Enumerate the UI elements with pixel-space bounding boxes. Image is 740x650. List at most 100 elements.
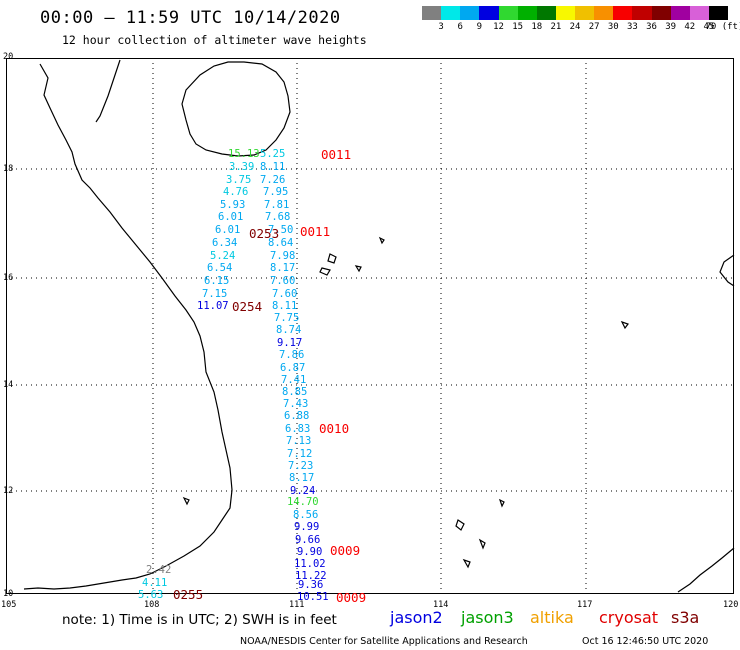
footer-note: note: 1) Time is in UTC; 2) SWH is in fe… bbox=[62, 612, 337, 628]
pass-time-label: 0011 bbox=[321, 147, 352, 162]
wave-height-value: 3.39 bbox=[229, 161, 255, 173]
color-scale-label: 33 bbox=[626, 22, 638, 32]
color-swatch bbox=[422, 6, 442, 20]
color-swatch bbox=[555, 6, 575, 20]
wave-height-value: 6.88 bbox=[284, 410, 310, 422]
pass-time-label: 0253 bbox=[249, 226, 280, 241]
color-scale-label: 39 bbox=[665, 22, 677, 32]
longitude-label: 108 bbox=[144, 600, 160, 610]
vietnam-coast bbox=[23, 63, 233, 590]
wave-height-value: 6.34 bbox=[212, 237, 238, 249]
wave-height-value: 5.63 bbox=[138, 589, 164, 601]
wave-height-value: 9.17 bbox=[277, 337, 303, 349]
wave-height-value: 7.15 bbox=[202, 288, 228, 300]
wave-height-value: 7.86 bbox=[279, 349, 305, 361]
wave-height-value: 7.50 bbox=[268, 224, 294, 236]
color-scale-label: 70 (ft) bbox=[705, 22, 740, 32]
wave-height-value: 9.99 bbox=[294, 521, 320, 533]
longitude-label: 114 bbox=[433, 600, 449, 610]
reef-island-9 bbox=[498, 498, 505, 508]
wave-height-value: 7.43 bbox=[283, 398, 309, 410]
color-swatch bbox=[536, 6, 556, 20]
longitude-label: 117 bbox=[577, 600, 593, 610]
pass-time-label: 0255 bbox=[173, 587, 204, 602]
wave-height-value: 4.11 bbox=[142, 577, 168, 589]
coastline bbox=[23, 59, 735, 593]
color-scale-label: 27 bbox=[588, 22, 600, 32]
color-scale-label: 18 bbox=[531, 22, 543, 32]
longitude-label: 105 bbox=[1, 600, 17, 610]
wave-height-value: 7.41 bbox=[281, 374, 307, 386]
reef-island-6 bbox=[455, 519, 465, 531]
pass-time-label: 0011 bbox=[300, 224, 331, 239]
wave-height-value: 7.12 bbox=[287, 448, 313, 460]
color-scale-labels: 3 6 9 12 15 18 21 24 27 30 33 36 39 42 45 70 (ft) bbox=[422, 22, 740, 34]
color-scale-label: 12 bbox=[493, 22, 504, 32]
wave-height-value: 7.60 bbox=[272, 288, 298, 300]
latitude-label: 12 bbox=[3, 486, 14, 496]
color-swatch bbox=[498, 6, 518, 20]
pass-time-label: 0009 bbox=[336, 590, 367, 605]
color-scale-label: 15 bbox=[512, 22, 524, 32]
latitude-label: 20 bbox=[3, 52, 14, 62]
color-swatch bbox=[613, 6, 633, 20]
palawan-coast bbox=[677, 547, 735, 593]
color-scale-label: 24 bbox=[569, 22, 581, 32]
color-swatch bbox=[594, 6, 614, 20]
reef-island-10 bbox=[182, 496, 190, 506]
latitude-label: 10 bbox=[3, 589, 14, 599]
footer-credit: NOAA/NESDIS Center for Satellite Applica… bbox=[240, 636, 528, 647]
legend-item-altika: altika bbox=[530, 608, 574, 627]
wave-height-value: 9.24 bbox=[290, 485, 316, 497]
longitude-label: 111 bbox=[289, 600, 305, 610]
color-scale-label: 42 bbox=[684, 22, 696, 32]
legend-item-cryosat: cryosat bbox=[599, 608, 659, 627]
color-scale-label: 36 bbox=[646, 22, 657, 32]
reef-island-2 bbox=[319, 267, 331, 276]
wave-height-value: 8.11 bbox=[272, 300, 298, 312]
wave-height-value: 7.98 bbox=[270, 250, 296, 262]
reef-island-1 bbox=[327, 253, 337, 264]
wave-height-value: 9.90 bbox=[297, 546, 323, 558]
wave-height-value: 6.15 bbox=[204, 275, 230, 287]
wave-height-value: 10.51 bbox=[297, 591, 329, 603]
wave-height-value: 11.07 bbox=[197, 300, 229, 312]
legend-item-jason3: jason3 bbox=[461, 608, 514, 627]
chart-title: 00:00 – 11:59 UTC 10/14/2020 bbox=[40, 8, 341, 28]
wave-height-value: 15.13 bbox=[228, 148, 260, 160]
color-scale-label: 45 bbox=[703, 22, 715, 32]
color-scale-label: 9 bbox=[476, 22, 483, 32]
wave-height-value: 5.25 bbox=[260, 148, 286, 160]
wave-height-value: 14.70 bbox=[287, 496, 319, 508]
wave-height-value: 7.60 bbox=[270, 275, 296, 287]
wave-height-value: 8.17 bbox=[289, 472, 315, 484]
wave-height-value: 5.93 bbox=[220, 199, 246, 211]
wave-height-value: 7.23 bbox=[288, 460, 314, 472]
reef-island-7 bbox=[478, 538, 486, 550]
color-scale-bar bbox=[422, 6, 728, 20]
footer-timestamp: Oct 16 12:46:50 UTC 2020 bbox=[582, 636, 709, 647]
wave-height-value: 8.11 bbox=[260, 161, 286, 173]
reef-island-3 bbox=[354, 265, 362, 273]
color-swatch bbox=[670, 6, 690, 20]
color-swatch bbox=[575, 6, 595, 20]
latitude-label: 16 bbox=[3, 273, 14, 283]
reef-island-4 bbox=[378, 236, 385, 245]
pass-time-label: 0010 bbox=[319, 421, 350, 436]
color-swatch bbox=[441, 6, 461, 20]
wave-height-value: 7.75 bbox=[274, 312, 300, 324]
wave-height-value: 3.75 bbox=[226, 174, 252, 186]
legend-item-jason2: jason2 bbox=[390, 608, 443, 627]
hainan-island bbox=[181, 61, 291, 157]
wave-height-value: 6.54 bbox=[207, 262, 233, 274]
wave-height-value: 4.76 bbox=[223, 186, 249, 198]
map-frame bbox=[6, 58, 734, 594]
longitude-label: 120 bbox=[723, 600, 739, 610]
map-grid bbox=[6, 58, 734, 594]
wave-height-value: 11.22 bbox=[295, 570, 327, 582]
color-swatch bbox=[479, 6, 499, 20]
pass-time-label: 0009 bbox=[330, 543, 361, 558]
chart-subtitle: 12 hour collection of altimeter wave hei… bbox=[62, 33, 367, 47]
color-swatch bbox=[651, 6, 671, 20]
